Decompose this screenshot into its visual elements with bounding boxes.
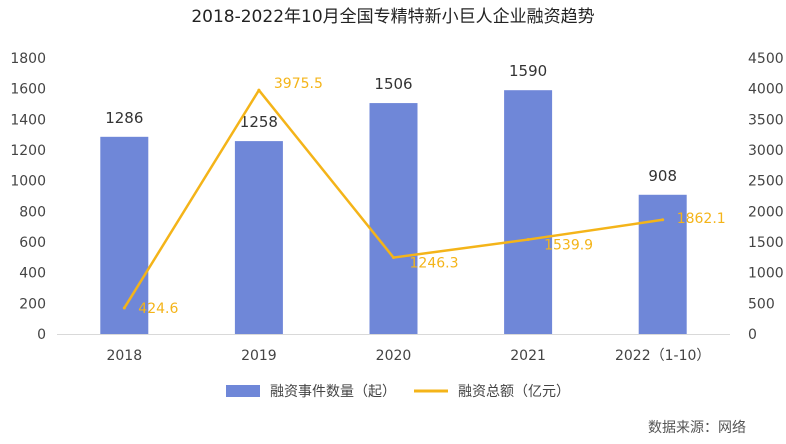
bar xyxy=(369,103,418,334)
y-right-tick-label: 2500 xyxy=(748,174,784,190)
x-tick-label: 2022（1-10） xyxy=(615,348,710,364)
line-point xyxy=(661,218,665,222)
bar xyxy=(234,141,283,334)
plot-area: 0 200 400 600 800 1000 1200 1400 1600 1800 0 500 100… xyxy=(10,51,783,364)
line-value-label: 3975.5 xyxy=(274,76,323,92)
line-value-label: 1862.1 xyxy=(677,211,726,227)
line-value-label: 1539.9 xyxy=(544,238,593,254)
line-point xyxy=(392,256,395,260)
x-tick-label: 2018 xyxy=(106,348,142,364)
y-left-tick-label: 1400 xyxy=(10,112,46,128)
chart-title: 2018-2022年10月全国专精特新小巨人企业融资趋势 xyxy=(191,7,594,27)
y-left-tick-label: 800 xyxy=(19,204,46,220)
y-right-tick-label: 0 xyxy=(748,327,757,343)
legend: 融资事件数量（起） 融资总额（亿元） xyxy=(226,384,570,400)
y-right-tick-label: 1500 xyxy=(748,235,784,251)
bar-value-label: 908 xyxy=(648,167,677,185)
legend-swatch-bar xyxy=(226,385,260,397)
x-tick-label: 2021 xyxy=(510,348,546,364)
y-left-tick-label: 1600 xyxy=(10,82,46,98)
bar-value-label: 1506 xyxy=(374,75,412,93)
y-right-tick-label: 2000 xyxy=(748,204,784,220)
x-tick-label: 2019 xyxy=(241,348,277,364)
y-left-tick-label: 400 xyxy=(19,266,46,282)
y-right-tick-label: 1000 xyxy=(748,266,784,282)
line-value-label: 424.6 xyxy=(138,301,178,317)
legend-label-bar: 融资事件数量（起） xyxy=(270,384,396,400)
x-tick-label: 2020 xyxy=(376,348,412,364)
y-left-tick-label: 1800 xyxy=(10,51,46,67)
y-right-tick-label: 3500 xyxy=(748,112,784,128)
y-right-tick-label: 4500 xyxy=(748,51,784,67)
y-right-tick-label: 500 xyxy=(748,296,775,312)
y-left-tick-label: 0 xyxy=(37,327,46,343)
y-left-tick-label: 200 xyxy=(19,296,46,312)
y-left-tick-label: 600 xyxy=(19,235,46,251)
line-point xyxy=(526,238,530,242)
line-point xyxy=(257,88,261,92)
bar xyxy=(504,90,553,334)
legend-label-line: 融资总额（亿元） xyxy=(458,384,570,400)
bar-value-label: 1286 xyxy=(105,109,143,127)
y-right-tick-label: 4000 xyxy=(748,82,784,98)
bar-value-label: 1590 xyxy=(509,62,547,80)
bar xyxy=(100,136,149,334)
y-right-tick-label: 3000 xyxy=(748,143,784,159)
source-note: 数据来源：网络 xyxy=(648,420,746,436)
line-value-label: 1246.3 xyxy=(410,256,459,272)
bar xyxy=(638,194,687,334)
line-point xyxy=(122,306,126,310)
y-left-tick-label: 1000 xyxy=(10,174,46,190)
y-left-tick-label: 1200 xyxy=(10,143,46,159)
bar-value-label: 1258 xyxy=(240,113,278,131)
